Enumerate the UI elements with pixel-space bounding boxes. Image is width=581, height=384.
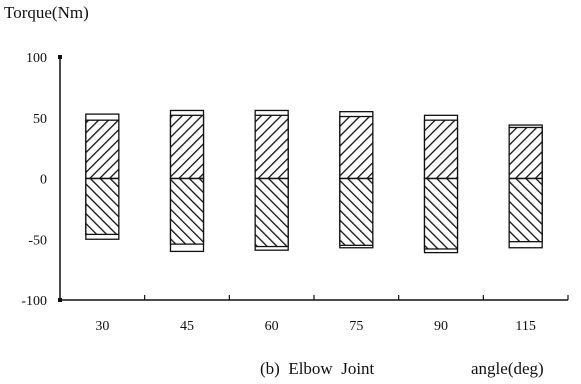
- y-tick-label: 0: [40, 173, 47, 188]
- bar-hatched-negative: [85, 177, 120, 236]
- bar-hatched-positive: [169, 114, 205, 180]
- y-tick-label: -50: [28, 233, 47, 248]
- chart-title: Torque(Nm): [4, 3, 89, 22]
- bar-hatched-negative: [423, 177, 459, 250]
- chart-caption: (b) Elbow Joint: [260, 359, 375, 378]
- bar-hatched-positive: [85, 119, 120, 180]
- bar-hatched-negative: [508, 177, 543, 243]
- bars-layer: [85, 109, 543, 254]
- x-tick-labels: 30 45 60 75 90 115: [95, 295, 569, 334]
- x-axis-label: angle(deg): [471, 359, 544, 378]
- y-tick-labels: 100 50 0 -50 -100: [21, 51, 47, 309]
- bar-hatched-negative: [339, 177, 374, 246]
- x-tick-label: 115: [515, 319, 535, 334]
- x-tick-label: 60: [265, 319, 279, 334]
- bar-hatched-negative: [254, 177, 289, 248]
- bar-hatched-positive: [254, 114, 289, 180]
- x-tick-label: 75: [349, 319, 363, 334]
- bar-hatched-negative: [169, 177, 205, 245]
- y-axis-bottom-marker: [58, 298, 62, 302]
- bar-hatched-positive: [423, 119, 459, 180]
- y-axis-top-marker: [58, 55, 62, 59]
- x-tick-label: 45: [180, 319, 194, 334]
- y-tick-label: 50: [33, 112, 47, 127]
- bar-hatched-positive: [508, 126, 543, 180]
- y-tick-label: -100: [21, 294, 47, 309]
- x-tick-label: 30: [95, 319, 109, 334]
- bar-hatched-positive: [339, 115, 374, 180]
- x-tick-label: 90: [434, 319, 448, 334]
- y-tick-label: 100: [26, 51, 47, 66]
